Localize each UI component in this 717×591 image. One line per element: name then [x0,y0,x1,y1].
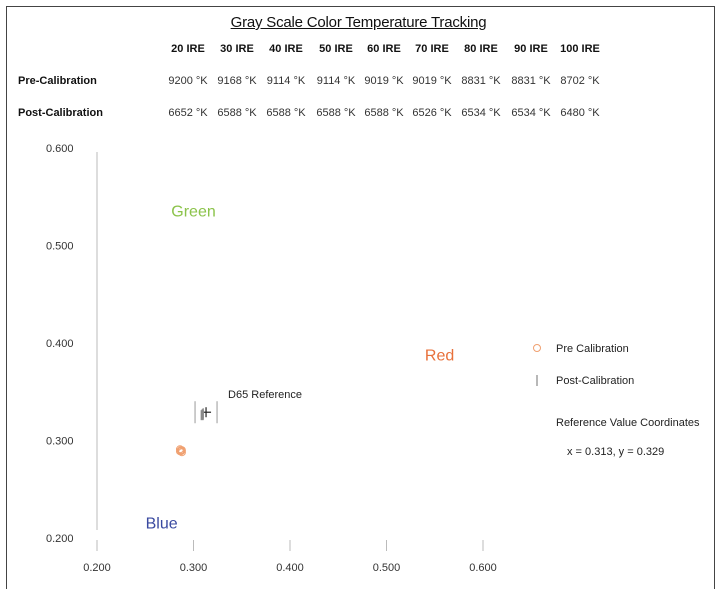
legend-label: Post-Calibration [556,375,634,387]
column-header: 90 IRE [514,43,548,55]
x-tick-label: 0.500 [373,562,401,574]
column-header: 70 IRE [415,43,449,55]
table-cell: 8831 °K [511,75,551,87]
pre-calibration-point [176,447,185,456]
column-header: 30 IRE [220,43,254,55]
legend-marker-pre [533,344,541,352]
column-header: 100 IRE [560,43,600,55]
column-header: 50 IRE [319,43,353,55]
region-label-green: Green [171,203,215,220]
table-cell: 9114 °K [316,75,356,87]
table-cell: 9200 °K [168,75,208,87]
column-header: 40 IRE [269,43,303,55]
y-tick-label: 0.600 [46,143,74,155]
chart-frame [6,6,715,589]
table-cell: 6534 °K [461,107,501,119]
column-header: 60 IRE [367,43,401,55]
table-cell: 6652 °K [168,107,208,119]
table-cell: 9019 °K [412,75,452,87]
y-tick-label: 0.500 [46,241,74,253]
reference-note-value: x = 0.313, y = 0.329 [567,446,664,458]
region-label-red: Red [425,348,454,365]
table-cell: 6534 °K [511,107,551,119]
table-cell: 8831 °K [461,75,501,87]
table-cell: 6480 °K [560,107,600,119]
x-tick-label: 0.200 [83,562,111,574]
table-cell: 6588 °K [316,107,356,119]
row-label: Post-Calibration [18,107,103,119]
table-cell: 6588 °K [364,107,404,119]
row-label: Pre-Calibration [18,75,97,87]
x-tick-label: 0.600 [469,562,497,574]
table-cell: 6526 °K [412,107,452,119]
column-header: 80 IRE [464,43,498,55]
table-cell: 6588 °K [266,107,306,119]
region-label-blue: Blue [146,515,178,532]
table-cell: 9114 °K [266,75,306,87]
table-cell: 6588 °K [217,107,257,119]
y-tick-label: 0.200 [46,533,74,545]
y-tick-label: 0.400 [46,338,74,350]
y-tick-label: 0.300 [46,436,74,448]
table-cell: 8702 °K [560,75,600,87]
reference-note-title: Reference Value Coordinates [556,417,700,429]
legend-label: Pre Calibration [556,343,629,355]
x-tick-label: 0.300 [180,562,208,574]
table-cell: 9019 °K [364,75,404,87]
table-cell: 9168 °K [217,75,257,87]
pre-calibration-point [177,448,186,457]
reference-label: D65 Reference [228,389,302,401]
chart-title: Gray Scale Color Temperature Tracking [230,14,487,31]
x-tick-label: 0.400 [276,562,304,574]
column-header: 20 IRE [171,43,205,55]
